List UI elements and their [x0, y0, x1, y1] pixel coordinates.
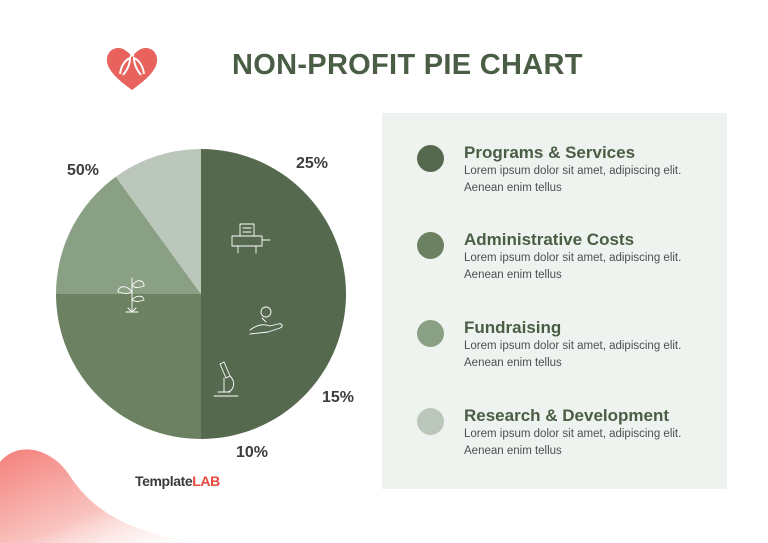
slice-label-fundraising: 15% [322, 389, 355, 406]
pie-slice-programs [201, 149, 346, 439]
legend-swatch [417, 145, 444, 172]
legend-description: Lorem ipsum dolor sit amet, adipiscing e… [464, 252, 682, 281]
legend-panel: Programs & Services Lorem ipsum dolor si… [382, 113, 727, 489]
legend-title: Administrative Costs [464, 230, 635, 249]
legend-item-programs: Programs & Services Lorem ipsum dolor si… [382, 113, 727, 194]
hand-coin-icon [249, 306, 283, 335]
slice-label-administrative: 25% [296, 155, 329, 172]
microscope-icon [213, 361, 239, 397]
pie-slice-fundraising [56, 176, 201, 294]
legend-item-administrative: Administrative Costs Lorem ipsum dolor s… [382, 200, 727, 281]
plant-icon [117, 277, 145, 313]
legend-description: Lorem ipsum dolor sit amet, adipiscing e… [464, 165, 682, 194]
legend-swatch [417, 408, 444, 435]
brand-lab: LAB [192, 473, 220, 489]
legend-description: Lorem ipsum dolor sit amet, adipiscing e… [464, 428, 682, 457]
heart-hands-logo-icon [106, 48, 158, 90]
slice-label-research: 10% [236, 444, 269, 461]
legend-title: Fundraising [464, 318, 562, 337]
legend-item-fundraising: Fundraising Lorem ipsum dolor sit amet, … [382, 288, 727, 369]
legend-description: Lorem ipsum dolor sit amet, adipiscing e… [464, 340, 682, 369]
legend-swatch [417, 232, 444, 259]
templatelab-brand: TemplateLAB [135, 473, 220, 489]
legend-swatch [417, 320, 444, 347]
pie-slice-research [115, 149, 201, 294]
page-title: NON-PROFIT PIE CHART [232, 49, 583, 81]
legend-item-research: Research & Development Lorem ipsum dolor… [382, 376, 727, 457]
legend-title: Research & Development [464, 406, 670, 425]
pie-slice-administrative [56, 294, 201, 439]
printer-icon [231, 223, 271, 254]
brand-template: Template [135, 473, 193, 489]
legend-title: Programs & Services [464, 143, 636, 162]
slice-label-programs: 50% [67, 162, 100, 179]
